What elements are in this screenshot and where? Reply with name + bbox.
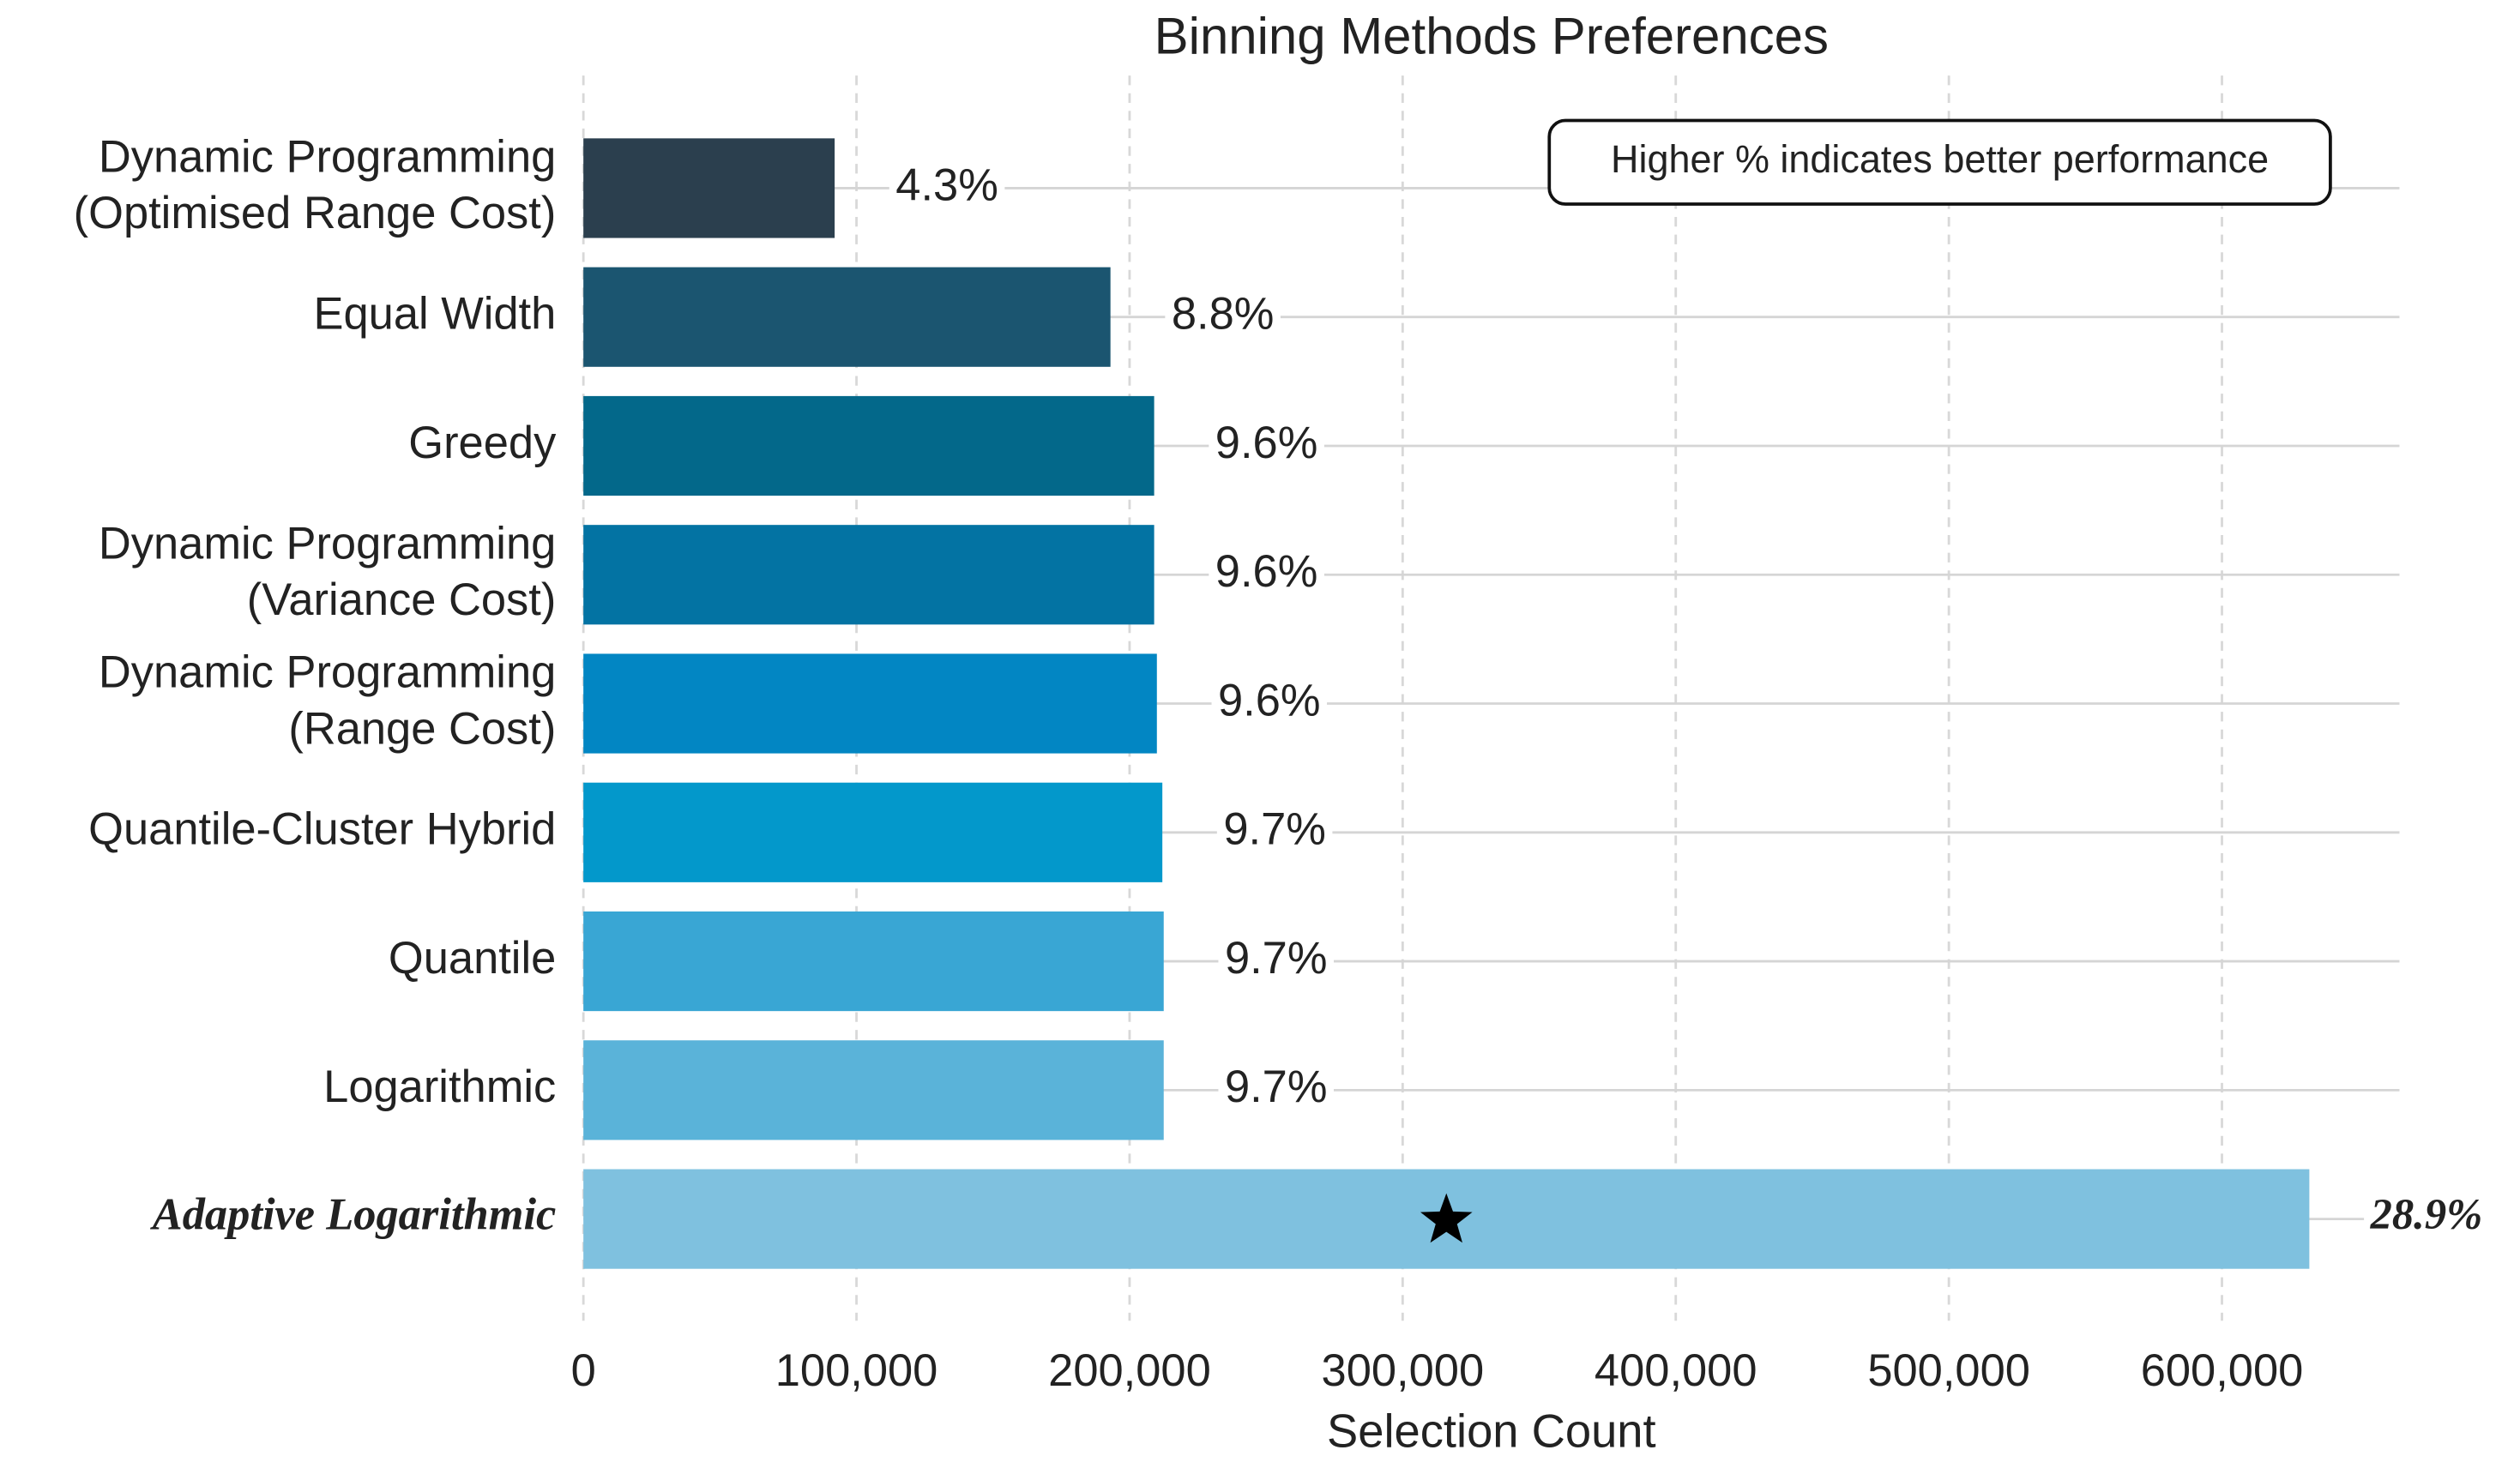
value-label-bg xyxy=(1165,291,1281,343)
bar xyxy=(583,267,1111,367)
x-axis-title: Selection Count xyxy=(1327,1405,1656,1458)
bar xyxy=(583,395,1154,496)
value-label-bg xyxy=(889,162,1005,214)
value-label-bg xyxy=(1218,936,1335,988)
bar xyxy=(583,1040,1164,1140)
bar xyxy=(583,782,1163,882)
bar xyxy=(583,138,835,238)
value-label: 9.7% xyxy=(1223,805,1326,855)
highlight-star xyxy=(1420,1193,1473,1243)
value-label: 28.9% xyxy=(2370,1190,2483,1238)
bar xyxy=(583,653,1157,754)
y-tick-label: Quantile xyxy=(389,934,556,984)
y-tick-label: Dynamic Programming (Range Cost) xyxy=(99,648,556,755)
y-tick-label: Equal Width xyxy=(313,290,556,340)
marks: 4.3% 8.8% 9.6% 9.6% 9.6% 9.7% 9.7% 9.7% 28.9% xyxy=(583,138,2489,1269)
x-tick-label: 0 xyxy=(571,1346,596,1396)
value-label: 9.6% xyxy=(1215,418,1318,468)
x-tick-label: 300,000 xyxy=(1322,1346,1485,1396)
value-label: 9.7% xyxy=(1225,1062,1328,1112)
chart-title: Binning Methods Preferences xyxy=(1154,8,1829,65)
x-tick-label: 600,000 xyxy=(2141,1346,2304,1396)
y-tick-label: Dynamic Programming (Optimised Range Cost… xyxy=(74,133,557,239)
value-label-bg xyxy=(1218,1064,1335,1116)
value-label: 9.7% xyxy=(1225,934,1328,984)
annotation: Higher % indicates better performance xyxy=(1611,137,2269,181)
value-label: 8.8% xyxy=(1172,290,1275,340)
bar xyxy=(583,911,1164,1012)
x-tick-label: 200,000 xyxy=(1048,1346,1211,1396)
x-tick-label: 100,000 xyxy=(775,1346,938,1396)
value-label: 9.6% xyxy=(1218,676,1321,725)
y-tick-label: Greedy xyxy=(408,418,557,468)
value-label-bg xyxy=(1209,549,1324,601)
x-tick-label: 500,000 xyxy=(1867,1346,2030,1396)
bar xyxy=(583,525,1154,625)
value-label: 9.6% xyxy=(1215,547,1318,597)
value-label-bg xyxy=(1216,806,1333,858)
value-label-bg xyxy=(1209,420,1324,472)
value-label: 4.3% xyxy=(895,160,998,210)
y-tick-label: Adaptive Logarithmic xyxy=(150,1190,557,1240)
x-tick-label: 400,000 xyxy=(1595,1346,1757,1396)
y-tick-label: Quantile-Cluster Hybrid xyxy=(88,805,556,855)
value-label-bg xyxy=(1211,677,1328,730)
value-label-bg xyxy=(2364,1193,2489,1245)
annotation-box xyxy=(1547,118,2332,206)
y-tick-label: Logarithmic xyxy=(323,1062,556,1112)
y-tick-label: Dynamic Programming (Variance Cost) xyxy=(99,519,556,625)
